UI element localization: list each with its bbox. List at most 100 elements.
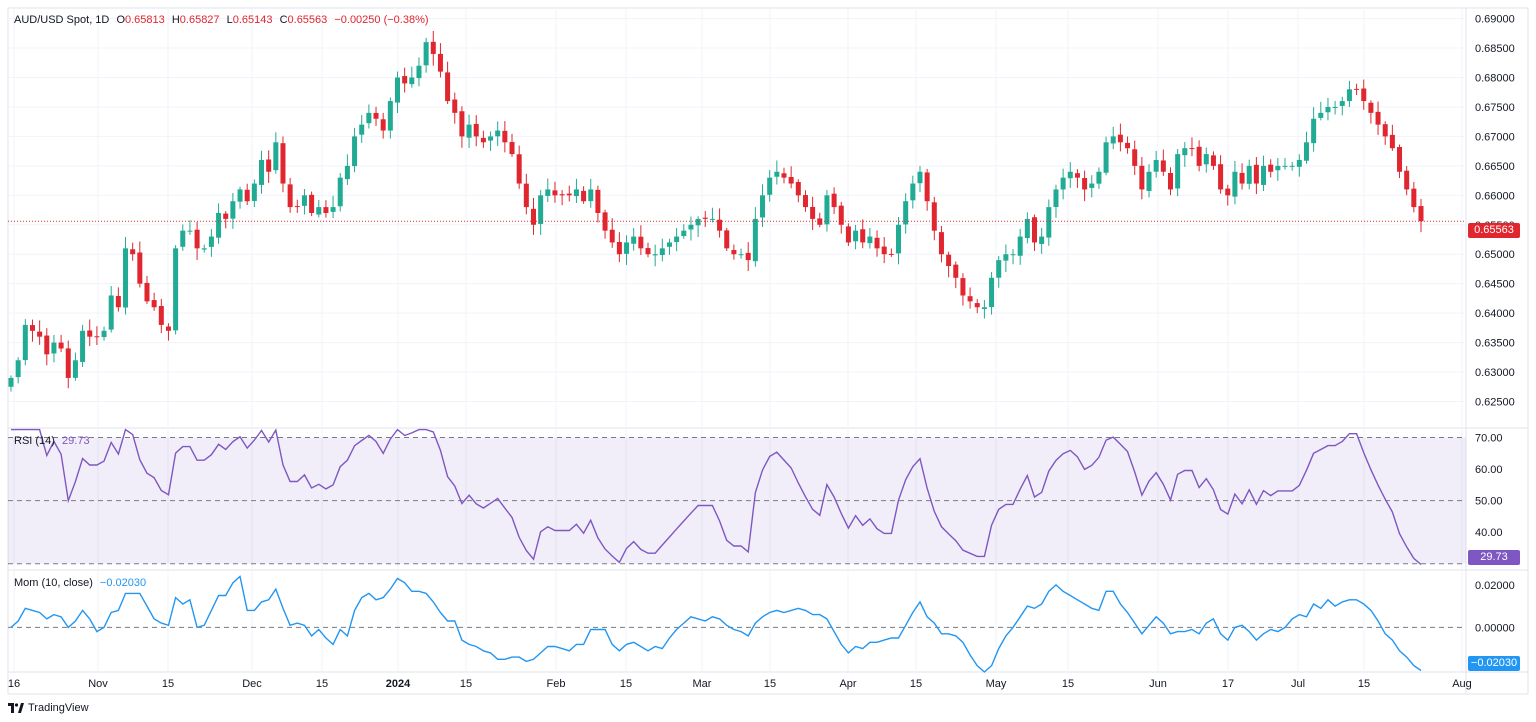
candle-body bbox=[366, 112, 372, 124]
candle-body bbox=[394, 77, 401, 103]
candle-body bbox=[545, 189, 551, 196]
high-value: 0.65827 bbox=[179, 14, 220, 26]
candle-body bbox=[1232, 171, 1238, 197]
close-value: 0.65563 bbox=[287, 14, 328, 26]
last-price-tag: 0.65563 bbox=[1468, 223, 1520, 238]
candle-body bbox=[1289, 165, 1295, 167]
close-label: C bbox=[279, 14, 288, 26]
candle-body bbox=[137, 252, 143, 284]
x-tick-label: 15 bbox=[620, 678, 632, 690]
y-tick-label: 0.67500 bbox=[1475, 102, 1515, 114]
candle-body bbox=[87, 330, 93, 337]
candle-body bbox=[187, 230, 193, 232]
candle-body bbox=[1389, 134, 1395, 149]
candle-body bbox=[509, 141, 515, 155]
x-tick-label: 15 bbox=[764, 678, 776, 690]
candle-body bbox=[194, 229, 200, 249]
x-tick-label: 15 bbox=[1358, 678, 1370, 690]
low-label: L bbox=[226, 14, 233, 26]
candle-body bbox=[745, 252, 751, 261]
candle-body bbox=[266, 159, 272, 172]
candle-body bbox=[1404, 170, 1410, 190]
candle-body bbox=[888, 253, 894, 255]
candle-body bbox=[237, 189, 243, 202]
candle-body bbox=[860, 229, 866, 243]
candle-body bbox=[1261, 165, 1267, 185]
candle-body bbox=[903, 201, 909, 225]
candle-body bbox=[1318, 112, 1324, 118]
candle-body bbox=[466, 124, 472, 138]
candle-body bbox=[1039, 236, 1045, 244]
candle-body bbox=[1153, 159, 1159, 172]
candle-body bbox=[752, 218, 758, 262]
rsi-legend: RSI (14) 29.73 bbox=[14, 435, 94, 447]
candle-body bbox=[280, 143, 286, 184]
candle-body bbox=[1275, 165, 1281, 171]
candle-body bbox=[1196, 146, 1202, 166]
candle-body bbox=[316, 207, 322, 215]
candle-body bbox=[831, 193, 837, 208]
brand-footer[interactable]: TradingView bbox=[8, 702, 89, 714]
candle-body bbox=[151, 300, 157, 308]
x-tick-label: Mar bbox=[693, 678, 712, 690]
candle-body bbox=[1210, 155, 1216, 166]
mom-label: Mom (10, close) bbox=[14, 577, 93, 589]
candle-body bbox=[1031, 217, 1038, 243]
candle-body bbox=[717, 219, 723, 231]
high-label: H bbox=[171, 14, 180, 26]
candle-body bbox=[1332, 106, 1338, 108]
mom-tick-label: 0.02000 bbox=[1475, 580, 1515, 592]
candle-body bbox=[337, 177, 343, 207]
candle-body bbox=[581, 190, 587, 202]
candle-body bbox=[795, 181, 801, 196]
open-label: O bbox=[116, 14, 125, 26]
candle-body bbox=[631, 236, 637, 244]
candle-body bbox=[910, 183, 916, 201]
rsi-label: RSI (14) bbox=[14, 435, 55, 447]
candle-body bbox=[1346, 89, 1352, 102]
candle-body bbox=[1203, 154, 1209, 165]
candle-body bbox=[616, 242, 622, 255]
candle-body bbox=[845, 226, 851, 243]
candle-body bbox=[724, 230, 730, 249]
rsi-tick-label: 70.00 bbox=[1475, 432, 1503, 444]
candle-body bbox=[387, 101, 393, 131]
candle-body bbox=[1003, 254, 1009, 261]
candle-body bbox=[201, 248, 207, 250]
candle-body bbox=[530, 208, 536, 225]
candle-body bbox=[1067, 171, 1073, 179]
candle-body bbox=[681, 230, 687, 236]
candle-body bbox=[817, 218, 823, 225]
candle-body bbox=[1074, 173, 1080, 178]
candle-body bbox=[244, 189, 250, 202]
candle-body bbox=[144, 282, 150, 302]
candle-body bbox=[44, 335, 50, 355]
mom-price-tag: −0.02030 bbox=[1468, 656, 1520, 671]
x-tick-label: 2024 bbox=[386, 678, 411, 690]
candle-body bbox=[810, 206, 816, 219]
candle-body bbox=[1368, 102, 1374, 113]
symbol-label: AUD/USD Spot, 1D bbox=[14, 14, 110, 26]
candle-body bbox=[989, 277, 995, 308]
candle-body bbox=[867, 236, 873, 244]
x-tick-label: 16 bbox=[8, 678, 20, 690]
y-tick-label: 0.66000 bbox=[1475, 190, 1515, 202]
candle-body bbox=[158, 305, 164, 325]
candle-body bbox=[802, 195, 808, 208]
candle-body bbox=[1096, 171, 1102, 184]
candle-body bbox=[294, 206, 300, 208]
candle-body bbox=[974, 303, 980, 308]
x-tick-label: Jun bbox=[1149, 678, 1167, 690]
candle-body bbox=[1268, 164, 1274, 172]
y-tick-label: 0.67000 bbox=[1475, 131, 1515, 143]
candle-body bbox=[1361, 88, 1367, 102]
candle-body bbox=[853, 230, 859, 242]
x-tick-label: 15 bbox=[460, 678, 472, 690]
candle-body bbox=[824, 195, 830, 225]
open-value: 0.65813 bbox=[125, 14, 165, 26]
x-tick-label: Jul bbox=[1291, 678, 1305, 690]
candle-body bbox=[165, 326, 171, 331]
x-tick-label: Dec bbox=[242, 678, 262, 690]
y-tick-label: 0.66500 bbox=[1475, 161, 1515, 173]
